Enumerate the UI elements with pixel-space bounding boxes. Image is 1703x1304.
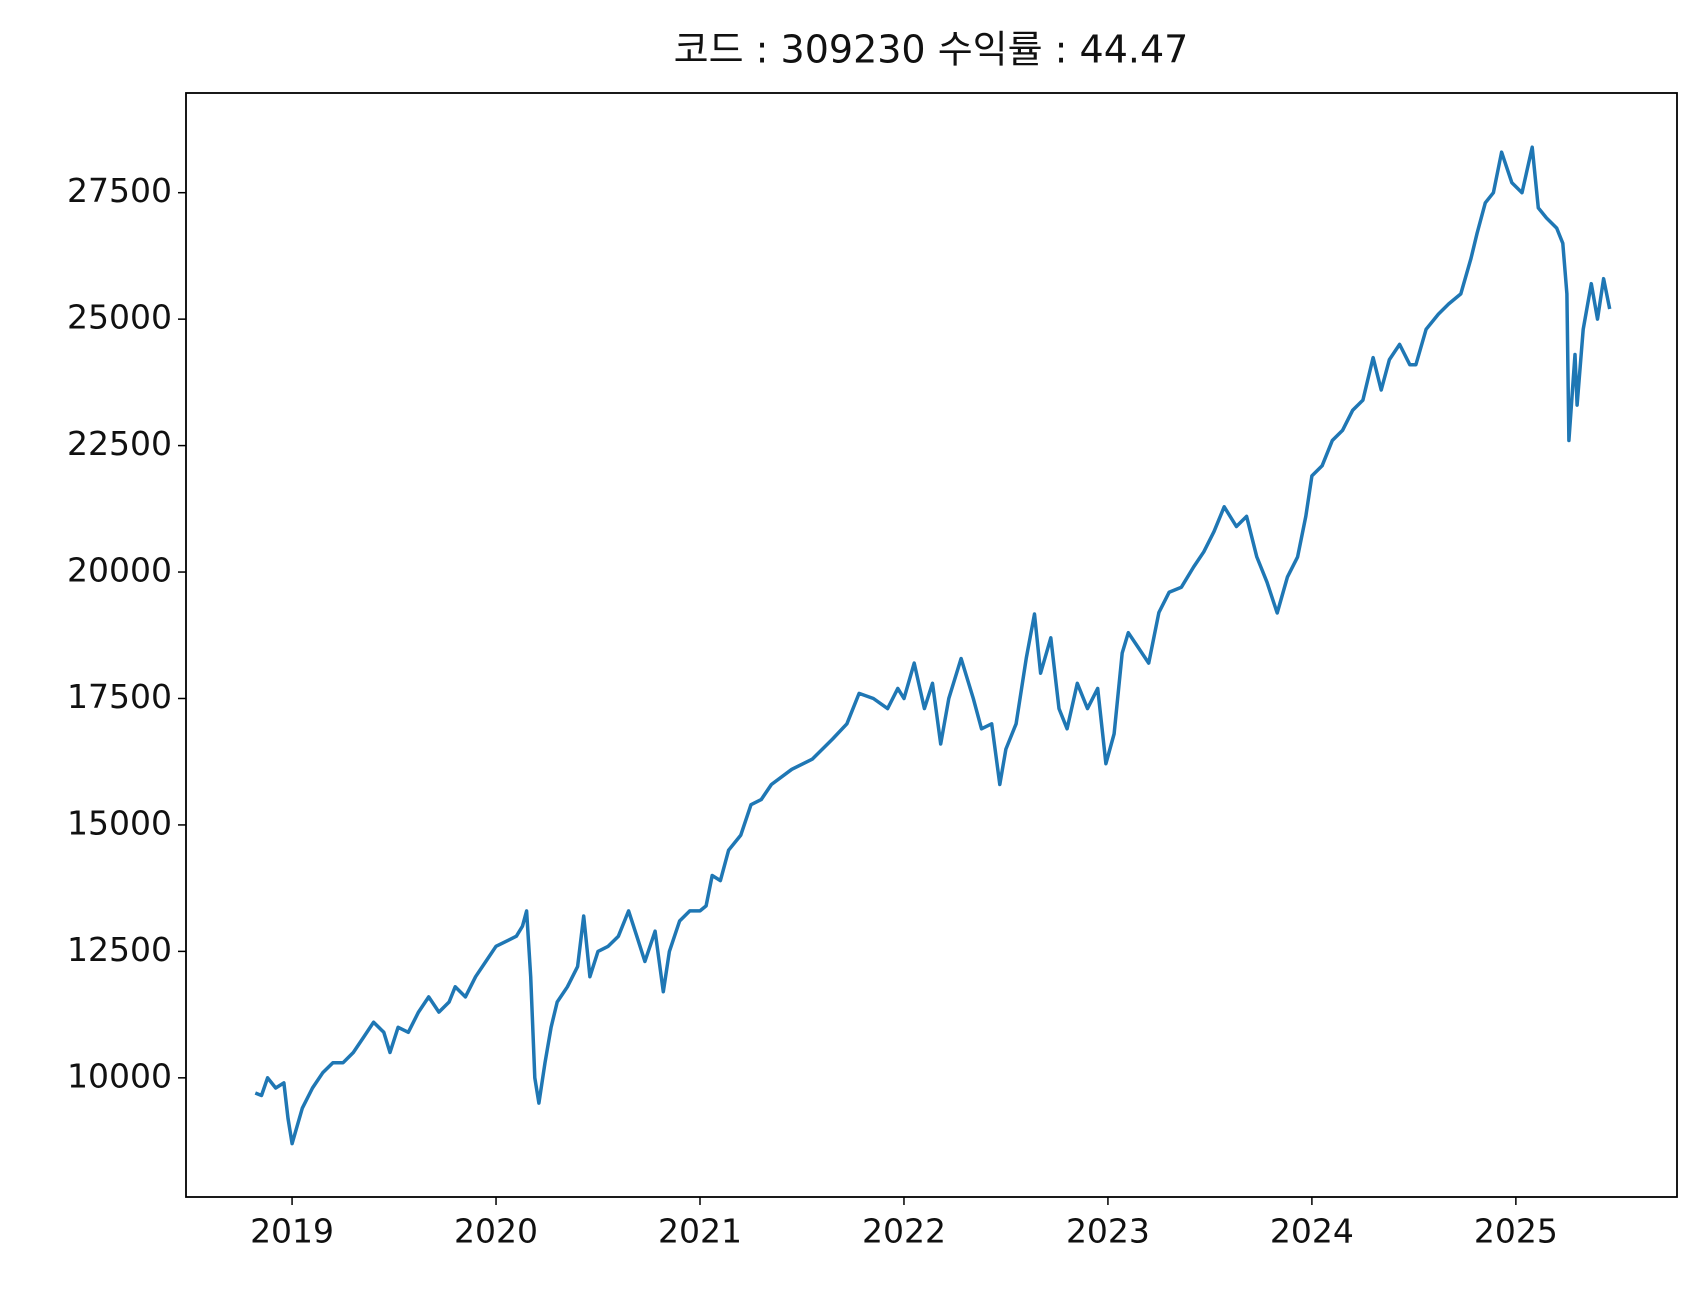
y-tick-label: 25000 (67, 298, 172, 337)
series-line (254, 145, 1612, 1146)
x-tick-label: 2022 (862, 1212, 946, 1251)
x-tick-label: 2025 (1474, 1212, 1558, 1251)
y-tick-label: 20000 (67, 551, 172, 590)
y-tick-label: 27500 (67, 171, 172, 210)
y-tick-label: 15000 (67, 803, 172, 842)
x-tick-label: 2023 (1066, 1212, 1150, 1251)
y-tick-label: 10000 (67, 1056, 172, 1095)
x-tick-label: 2021 (658, 1212, 742, 1251)
y-tick-label: 12500 (67, 930, 172, 969)
x-tick-label: 2024 (1270, 1212, 1354, 1251)
x-tick-label: 2019 (250, 1212, 334, 1251)
x-tick-label: 2020 (454, 1212, 538, 1251)
y-tick-label: 22500 (67, 424, 172, 463)
plot-frame (185, 92, 1678, 1198)
chart-title: 코드 : 309230 수익률 : 44.47 (674, 28, 1189, 72)
y-tick-label: 17500 (67, 677, 172, 716)
